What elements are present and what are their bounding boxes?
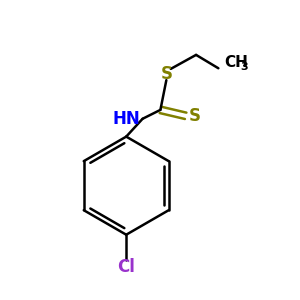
Text: CH: CH [224,55,248,70]
Text: Cl: Cl [117,258,135,276]
Text: HN: HN [112,110,140,128]
Text: S: S [160,65,172,83]
Text: 3: 3 [241,62,248,72]
Text: S: S [189,107,201,125]
